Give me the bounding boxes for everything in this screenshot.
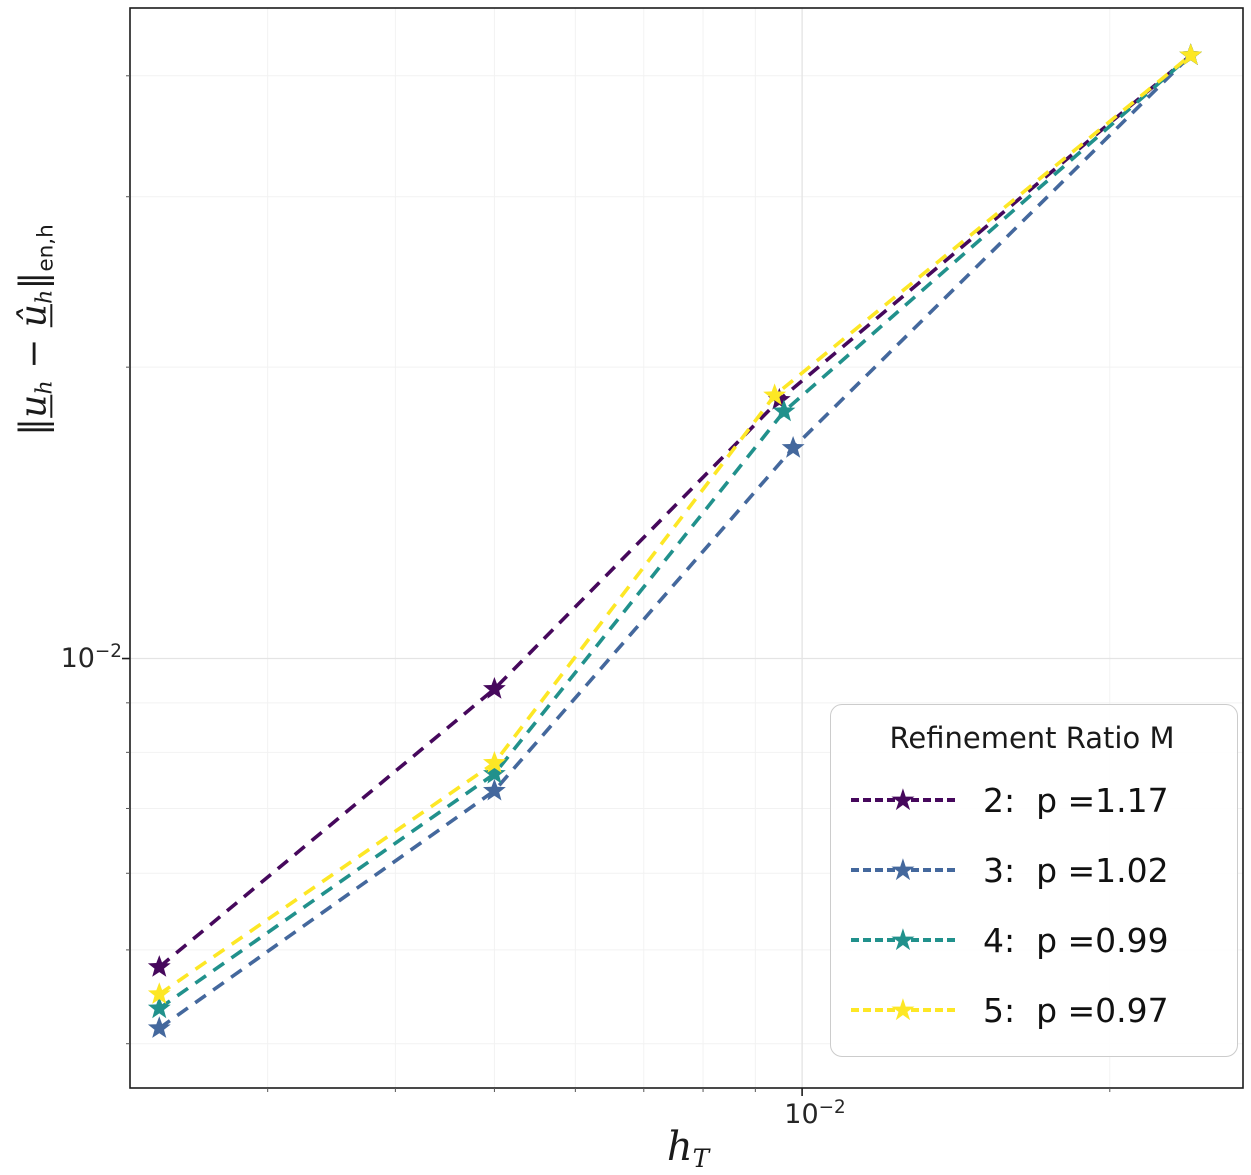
star-marker-icon <box>147 982 171 1004</box>
legend-item-label: 4: p =0.99 <box>983 920 1169 960</box>
legend-item: ★ 5: p =0.97 <box>851 975 1213 1045</box>
y-tick-exponent: −2 <box>94 640 122 662</box>
minus-sign: − <box>13 327 55 381</box>
u-h-symbol: u <box>13 394 55 418</box>
x-label-base: h <box>666 1124 693 1170</box>
x-label-subscript: T <box>692 1143 710 1173</box>
x-axis-tick-label: 10−2 <box>784 1097 845 1130</box>
u-h-subscript: h <box>31 380 58 395</box>
star-marker-icon <box>763 383 787 406</box>
legend-item-label: 3: p =1.02 <box>983 850 1169 890</box>
y-axis-label: ‖uh − ûh‖en,h <box>13 224 58 436</box>
legend-line-sample: ★ <box>851 785 955 815</box>
u-hat-h-subscript: h <box>31 289 58 305</box>
legend-item-label: 2: p =1.17 <box>983 780 1169 820</box>
legend-title: Refinement Ratio M <box>889 721 1175 755</box>
legend-line-sample: ★ <box>851 855 955 885</box>
series-5 <box>147 43 1203 1004</box>
norm-close: ‖ <box>13 271 55 290</box>
legend-item: ★ 2: p =1.17 <box>851 765 1213 835</box>
u-hat-h-symbol: û <box>13 304 55 328</box>
star-marker-icon <box>483 751 506 773</box>
x-tick-exponent: −2 <box>818 1097 846 1118</box>
star-marker-icon <box>1179 43 1203 65</box>
star-marker-icon <box>147 955 171 977</box>
legend-line-sample: ★ <box>851 925 955 955</box>
legend: Refinement Ratio M ★ 2: p =1.17 ★ 3: p =1.0… <box>830 704 1238 1057</box>
star-marker-icon: ★ <box>889 922 917 958</box>
star-marker-icon <box>483 761 506 784</box>
legend-line-sample: ★ <box>851 995 955 1025</box>
norm-open: ‖ <box>13 417 55 436</box>
x-tick-base: 10 <box>784 1099 819 1130</box>
norm-subscript: en,h <box>33 224 59 272</box>
y-axis-tick-label: 10−2 <box>0 641 122 674</box>
legend-item: ★ 4: p =0.99 <box>851 905 1213 975</box>
star-marker-icon <box>772 399 796 422</box>
star-marker-icon <box>483 677 506 699</box>
star-marker-icon <box>147 1016 171 1038</box>
legend-item-label: 5: p =0.97 <box>983 990 1169 1030</box>
star-marker-icon: ★ <box>889 852 917 888</box>
legend-items: ★ 2: p =1.17 ★ 3: p =1.02 ★ 4: p =0.99 ★ 5: p =… <box>851 765 1213 1045</box>
star-marker-icon: ★ <box>889 992 917 1028</box>
legend-item: ★ 3: p =1.02 <box>851 835 1213 905</box>
tick-marks <box>122 75 1111 1096</box>
star-marker-icon <box>147 996 171 1019</box>
star-marker-icon <box>781 436 805 458</box>
y-tick-base: 10 <box>60 642 95 674</box>
x-axis-label: hT <box>667 1124 709 1173</box>
star-marker-icon <box>483 778 506 801</box>
star-marker-icon: ★ <box>889 782 917 818</box>
axes-spines <box>129 7 1244 1089</box>
